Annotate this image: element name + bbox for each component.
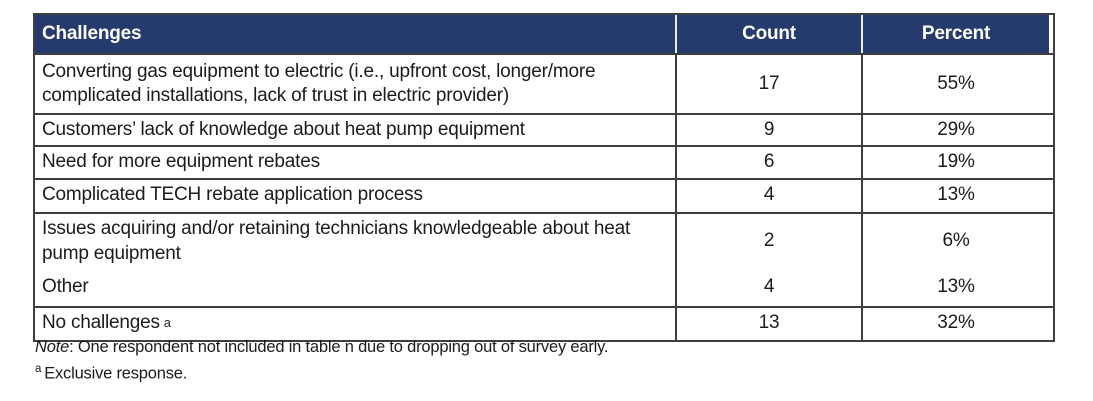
count-cell: 9 <box>675 115 861 146</box>
challenge-cell: Customers’ lack of knowledge about heat … <box>42 119 525 140</box>
table-row-converting-gas: Converting gas equipment to electric (i.… <box>35 53 1053 113</box>
table-header-row: Challenges Count Percent <box>35 15 1053 53</box>
challenge-cell: Issues acquiring and/or retaining techni… <box>42 218 631 264</box>
count-cell: 17 <box>675 55 861 113</box>
percent-cell: 32% <box>861 307 1049 340</box>
table-row-other: Other 4 13% <box>35 269 1053 306</box>
table-row-no-challenges: No challenges a 13 32% <box>35 305 1053 340</box>
footnotes: Note: One respondent not included in tab… <box>35 336 1055 389</box>
challenge-cell: Other <box>42 276 89 298</box>
count-cell: 13 <box>675 307 861 340</box>
header-count: Count <box>675 15 861 53</box>
note-label: Note <box>35 338 70 356</box>
count-cell: 2 <box>675 213 861 270</box>
table-row-customer-knowledge: Customers’ lack of knowledge about heat … <box>35 113 1053 146</box>
table-row-equipment-rebates: Need for more equipment rebates 6 19% <box>35 145 1053 178</box>
count-cell: 4 <box>675 269 861 306</box>
footnote-a-text: Exclusive response. <box>44 364 188 383</box>
table-row-tech-rebate-process: Complicated TECH rebate application proc… <box>35 177 1053 212</box>
header-challenges: Challenges <box>35 15 675 53</box>
count-cell: 6 <box>675 147 861 178</box>
challenge-label: No challenges <box>42 312 160 334</box>
percent-cell: 29% <box>861 115 1049 146</box>
percent-cell: 55% <box>861 55 1049 113</box>
challenge-cell: Need for more equipment rebates <box>42 151 320 173</box>
footnote-a-marker: a <box>35 363 42 376</box>
challenges-table: Challenges Count Percent Converting gas … <box>33 13 1055 342</box>
header-percent: Percent <box>861 15 1049 53</box>
challenge-cell: Converting gas equipment to electric (i.… <box>42 60 596 106</box>
percent-cell: 13% <box>861 179 1049 212</box>
table-row-technicians: Issues acquiring and/or retaining techni… <box>35 211 1053 270</box>
note-text: : One respondent not included in table n… <box>69 338 609 356</box>
percent-cell: 19% <box>861 147 1049 178</box>
challenge-cell: Complicated TECH rebate application proc… <box>42 184 423 206</box>
footnote-a: a Exclusive response. <box>35 362 1055 385</box>
table-note: Note: One respondent not included in tab… <box>35 336 1055 358</box>
percent-cell: 6% <box>861 213 1049 270</box>
percent-cell: 13% <box>861 269 1049 306</box>
challenge-cell: No challenges a <box>35 308 675 340</box>
count-cell: 4 <box>675 179 861 212</box>
